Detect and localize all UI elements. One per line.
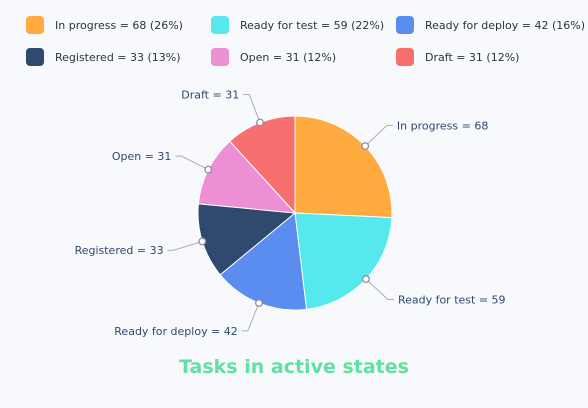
leader-line <box>243 94 261 123</box>
legend-swatch <box>211 48 229 66</box>
chart-legend: In progress = 68 (26%) Ready for test = 5… <box>26 15 586 67</box>
leader-line <box>167 240 203 251</box>
data-label: Open = 31 <box>112 150 172 163</box>
legend-item[interactable]: Draft = 31 (12%) <box>396 47 586 67</box>
leader-line <box>175 155 209 171</box>
leader-line <box>364 124 393 147</box>
data-label: In progress = 68 <box>397 119 488 132</box>
chart-title: Tasks in active states <box>179 356 409 378</box>
data-label: Registered = 33 <box>75 244 164 257</box>
legend-item[interactable]: Open = 31 (12%) <box>211 47 396 67</box>
legend-swatch <box>396 48 414 66</box>
legend-swatch <box>211 16 229 34</box>
slice-marker <box>256 118 264 127</box>
slice-marker <box>198 237 207 246</box>
legend-swatch <box>396 16 414 34</box>
pie-slice[interactable] <box>294 115 393 219</box>
data-label: Ready for deploy = 42 <box>114 325 238 338</box>
legend-label: Ready for test = 59 (22%) <box>240 18 385 32</box>
slice-marker <box>361 142 370 151</box>
legend-swatch <box>26 16 44 34</box>
slice-marker <box>204 165 213 174</box>
pie-slice[interactable] <box>294 212 393 310</box>
legend-item[interactable]: Ready for deploy = 42 (16%) <box>396 15 586 35</box>
legend-label: Registered = 33 (13%) <box>55 50 181 64</box>
leader-line <box>241 302 260 332</box>
slice-marker <box>362 275 370 284</box>
legend-swatch <box>26 48 44 66</box>
leader-line <box>365 278 394 301</box>
legend-label: Ready for deploy = 42 (16%) <box>425 18 586 32</box>
legend-label: Open = 31 (12%) <box>240 50 337 64</box>
legend-item[interactable]: Registered = 33 (13%) <box>26 47 211 67</box>
slice-marker <box>255 299 263 307</box>
legend-item[interactable]: In progress = 68 (26%) <box>26 15 211 35</box>
legend-label: In progress = 68 (26%) <box>55 18 183 32</box>
legend-item[interactable]: Ready for test = 59 (22%) <box>211 15 396 35</box>
data-label: Draft = 31 <box>181 89 239 102</box>
legend-label: Draft = 31 (12%) <box>425 50 520 64</box>
data-label: Ready for test = 59 <box>398 294 506 307</box>
